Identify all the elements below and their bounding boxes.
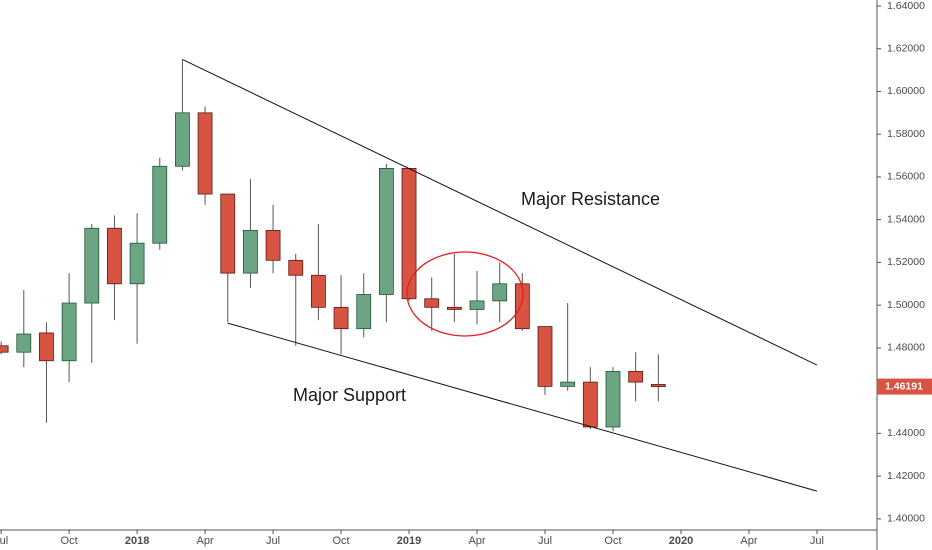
plot-area [0,58,818,492]
last-price-box [877,378,932,395]
x-tick-label: Apr [740,535,757,547]
candle-body [39,332,54,362]
candle-body [492,283,508,302]
candle-body [84,227,100,304]
candle-body [582,381,598,428]
resistance-label: Major Resistance [521,189,660,209]
candle-body [424,298,440,308]
support-label: Major Support [293,385,406,405]
candle-body [356,294,372,330]
x-tick-label: 2019 [397,535,421,547]
x-tick-label: Jul [538,535,552,547]
candle-body [0,345,9,353]
x-tick-label: 2018 [125,535,149,547]
candle-body [446,306,462,310]
candle-body [537,326,553,387]
candle-body [152,165,168,244]
candle-body [514,283,530,330]
candle-body [265,229,281,261]
y-tick-label: 1.64000 [887,0,925,12]
candle-body [243,229,258,274]
last-price-label: 1.46191 [885,380,923,392]
candle-body [628,371,644,383]
y-tick-label: 1.54000 [887,213,925,225]
candle-body [333,306,349,330]
y-tick-label: 1.40000 [887,513,925,525]
y-tick-label: 1.42000 [887,470,925,482]
y-tick-label: 1.60000 [887,85,925,97]
candle-body [175,112,190,167]
candle-body [288,259,304,276]
candle-body [129,242,145,285]
candle-body [197,112,213,195]
y-tick-label: 1.52000 [887,256,925,268]
y-tick-label: 1.48000 [887,342,925,354]
candle-body [650,384,666,387]
y-tick-label: 1.50000 [887,299,925,311]
x-tick-label: Apr [468,535,485,547]
x-tick-label: Jul [266,535,280,547]
candle-body [310,274,326,308]
candle-body [107,227,122,285]
y-tick-label: 1.56000 [887,171,925,183]
candle-body [16,333,32,353]
trend-line [227,322,818,492]
highlight-circle [406,251,524,337]
y-tick-label: 1.58000 [887,128,925,140]
candle-body [61,302,77,362]
x-tick-label: Jul [0,535,8,547]
x-tick-label: Oct [61,535,78,547]
x-tick-label: Apr [197,535,214,547]
candle-body [220,193,236,274]
y-tick-label: 1.44000 [887,427,925,439]
x-tick-label: 2020 [669,535,693,547]
x-tick-label: Oct [604,535,621,547]
candle-body [401,168,417,300]
x-tick-label: Jul [810,535,824,547]
y-tick-label: 1.62000 [887,43,925,55]
trend-line [182,58,818,366]
candle-body [469,300,485,310]
candle-body [605,371,621,428]
candle-body [560,381,576,387]
x-tick-label: Oct [332,535,349,547]
candle-body [378,168,394,295]
